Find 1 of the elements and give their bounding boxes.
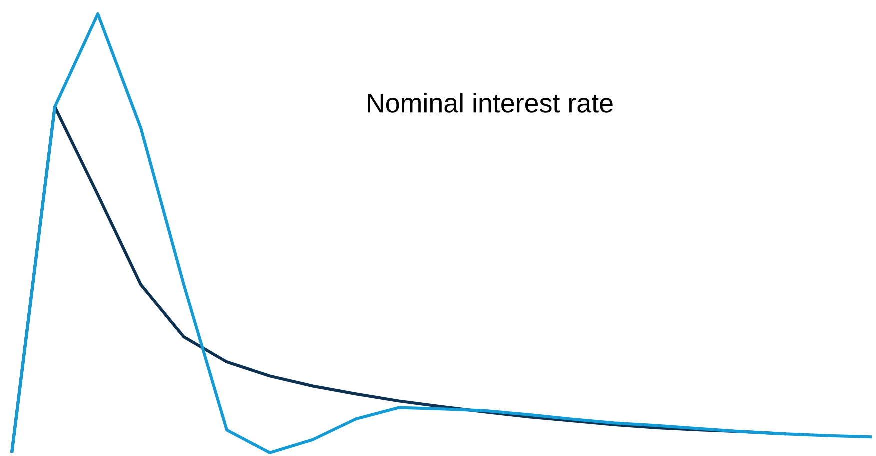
text: Nominal interest rate <box>368 93 613 113</box>
